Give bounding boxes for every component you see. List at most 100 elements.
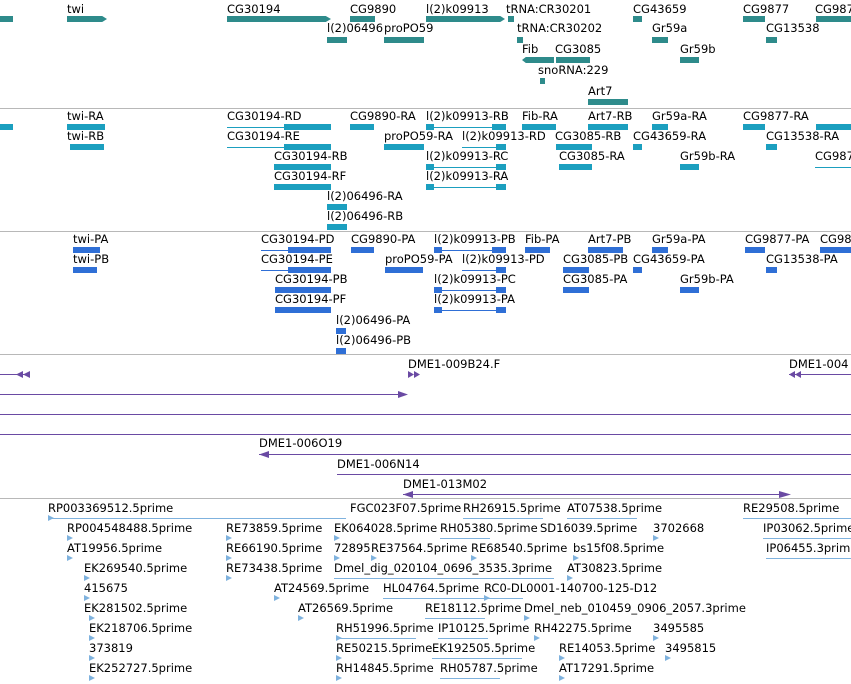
est-label[interactable]: IP03062.5prime <box>763 521 851 535</box>
est-feature[interactable] <box>432 658 522 659</box>
protein-label[interactable]: Fib-PA <box>525 232 560 246</box>
gene-label[interactable]: CG3085 <box>555 42 602 56</box>
transcript-feature[interactable] <box>633 144 642 150</box>
protein-label[interactable]: CG3085-PA <box>563 272 628 286</box>
protein-label[interactable]: proPO59-PA <box>385 252 453 266</box>
protein-label[interactable]: CG13538-PA <box>766 252 838 266</box>
transcript-label[interactable]: CG30194-RF <box>274 169 347 183</box>
transcript-label[interactable]: CG9877-RA <box>743 109 809 123</box>
est-feature[interactable] <box>440 678 500 679</box>
protein-feature[interactable] <box>492 247 506 253</box>
est-label[interactable]: RE18112.5prime <box>425 601 522 615</box>
transcript-feature[interactable] <box>67 124 105 130</box>
gene-feature[interactable] <box>350 16 375 22</box>
transcript-feature[interactable] <box>816 124 851 130</box>
clone-feature[interactable] <box>0 394 402 395</box>
transcript-label[interactable]: l(2)k09913-RB <box>426 109 509 123</box>
protein-label[interactable]: l(2)k09913-PD <box>462 252 545 266</box>
protein-label[interactable]: CG30194-PE <box>261 252 333 266</box>
transcript-feature[interactable] <box>327 224 347 230</box>
est-label[interactable]: RH05787.5prime <box>440 661 538 675</box>
est-label[interactable]: RH26915.5prime <box>463 501 561 515</box>
est-label[interactable]: IP06455.3prim <box>766 541 851 555</box>
est-label[interactable]: RP003369512.5prime <box>48 501 174 515</box>
transcript-label[interactable]: Fib-RA <box>522 109 558 123</box>
est-label[interactable]: RE50215.5prime <box>336 641 433 655</box>
protein-feature[interactable] <box>766 267 777 273</box>
clone-feature[interactable] <box>789 374 851 375</box>
transcript-label[interactable]: twi-RA <box>67 109 104 123</box>
protein-feature[interactable] <box>73 267 97 273</box>
protein-feature[interactable] <box>434 287 442 293</box>
protein-feature[interactable] <box>652 247 668 253</box>
transcript-label[interactable]: CG30194-RE <box>227 129 300 143</box>
est-label[interactable]: HL04764.5prime <box>383 581 480 595</box>
est-label[interactable]: 72895 <box>334 541 371 555</box>
transcript-feature[interactable] <box>559 164 592 170</box>
protein-feature[interactable] <box>525 247 550 253</box>
gene-label[interactable]: l(2)06496 <box>327 21 384 35</box>
protein-feature[interactable] <box>820 247 851 253</box>
protein-feature[interactable] <box>336 348 346 354</box>
est-label[interactable]: RH51996.5prime <box>336 621 434 635</box>
protein-feature[interactable] <box>680 287 699 293</box>
protein-feature[interactable] <box>434 307 442 313</box>
est-label[interactable]: SD16039.5prime <box>540 521 638 535</box>
est-label[interactable]: EK064028.5prime <box>334 521 438 535</box>
est-label[interactable]: AT24569.5prime <box>274 581 370 595</box>
clone-feature[interactable] <box>337 474 851 475</box>
transcript-label[interactable]: CG43659-RA <box>633 129 707 143</box>
clone-label[interactable]: DME1-004 <box>789 357 849 371</box>
gene-feature[interactable] <box>517 37 523 43</box>
est-label[interactable]: 3702668 <box>653 521 705 535</box>
transcript-feature[interactable] <box>522 124 556 130</box>
transcript-label[interactable]: CG13538-RA <box>766 129 840 143</box>
protein-feature[interactable] <box>275 287 331 293</box>
est-label[interactable]: 3495585 <box>653 621 705 635</box>
gene-feature[interactable] <box>508 16 514 22</box>
est-label[interactable]: 415675 <box>84 581 128 595</box>
gene-feature[interactable] <box>0 16 13 22</box>
transcript-feature[interactable] <box>426 184 434 190</box>
est-feature[interactable] <box>383 598 523 599</box>
transcript-label[interactable]: l(2)k09913-RD <box>462 129 546 143</box>
est-label[interactable]: IP10125.5prime <box>438 621 530 635</box>
gene-label[interactable]: CG987 <box>815 2 851 16</box>
transcript-feature[interactable] <box>496 184 506 190</box>
gene-feature[interactable] <box>743 16 765 22</box>
est-label[interactable]: AT19956.5prime <box>67 541 163 555</box>
est-label[interactable]: RE73859.5prime <box>226 521 323 535</box>
gene-label[interactable]: twi <box>67 2 85 16</box>
est-label[interactable]: 3495815 <box>665 641 717 655</box>
gene-feature[interactable] <box>227 16 331 22</box>
protein-label[interactable]: l(2)06496-PA <box>336 313 411 327</box>
est-label[interactable]: RE73438.5prime <box>226 561 323 575</box>
est-feature[interactable] <box>463 518 543 519</box>
transcript-label[interactable]: CG987 <box>815 149 851 163</box>
transcript-label[interactable]: l(2)k09913-RA <box>426 169 509 183</box>
est-label[interactable]: EK269540.5prime <box>84 561 188 575</box>
protein-feature[interactable] <box>288 267 331 273</box>
protein-label[interactable]: Gr59b-PA <box>680 272 734 286</box>
transcript-feature[interactable] <box>556 144 592 150</box>
protein-label[interactable]: l(2)k09913-PB <box>434 232 516 246</box>
est-label[interactable]: RH05380.5prime <box>440 521 538 535</box>
transcript-label[interactable]: Art7-RB <box>588 109 633 123</box>
gene-label[interactable]: Art7 <box>588 84 613 98</box>
gene-feature[interactable] <box>588 99 628 105</box>
gene-label[interactable]: tRNA:CR30202 <box>517 21 603 35</box>
est-feature[interactable] <box>766 558 851 559</box>
gene-feature[interactable] <box>633 16 642 22</box>
transcript-feature[interactable] <box>426 164 434 170</box>
clone-label[interactable]: DME1-006N14 <box>337 457 420 471</box>
transcript-feature[interactable] <box>274 164 331 170</box>
gene-label[interactable]: Gr59a <box>652 21 688 35</box>
gene-label[interactable]: Gr59b <box>680 42 716 56</box>
transcript-feature[interactable] <box>743 124 765 130</box>
transcript-label[interactable]: CG3085-RA <box>559 149 625 163</box>
est-label[interactable]: AT26569.5prime <box>298 601 394 615</box>
clone-label[interactable]: DME1-009B24.F <box>408 357 501 371</box>
est-label[interactable]: Dmel_dig_020104_0696_3535.3prime <box>334 561 553 575</box>
est-label[interactable]: AT30823.5prime <box>567 561 663 575</box>
transcript-label[interactable]: CG30194-RD <box>227 109 302 123</box>
